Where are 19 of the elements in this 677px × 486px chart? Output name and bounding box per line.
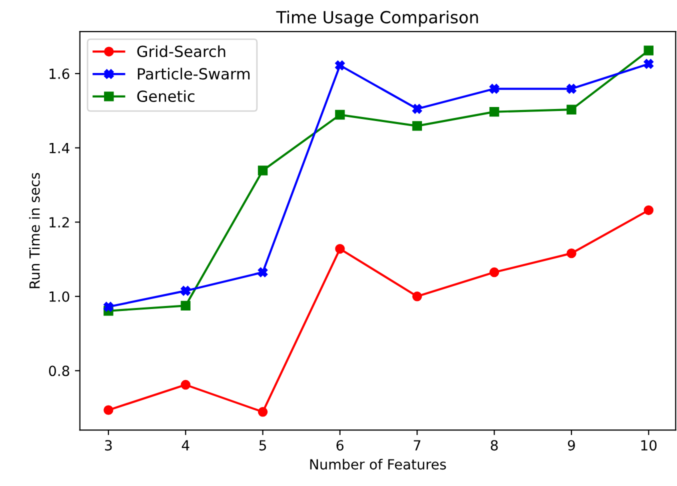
x-tick-label: 5 <box>259 440 266 451</box>
legend-label: Particle-Swarm <box>138 68 250 80</box>
x-tick-label: 8 <box>490 440 498 451</box>
x-tick-label: 4 <box>182 440 190 450</box>
x-tick-label: 9 <box>568 440 575 451</box>
y-axis-title: Run Time in secs <box>29 172 40 288</box>
y-tick-label: 1.0 <box>50 291 70 302</box>
x-tick-label: 3 <box>105 440 112 451</box>
x-tick-label: 6 <box>336 440 344 451</box>
chart-title: Time Usage Comparison <box>276 10 478 27</box>
legend-label: Genetic <box>137 90 194 102</box>
x-axis-title: Number of Features <box>310 458 446 470</box>
y-tick-label: 0.8 <box>48 366 70 376</box>
y-tick-label: 1.2 <box>50 217 69 228</box>
y-tick-label: 1.6 <box>50 68 70 80</box>
x-tick-label: 10 <box>641 440 657 451</box>
x-tick-label: 7 <box>414 440 420 450</box>
legend-label: Grid-Search <box>137 45 226 58</box>
y-tick-label: 1.4 <box>50 142 70 154</box>
